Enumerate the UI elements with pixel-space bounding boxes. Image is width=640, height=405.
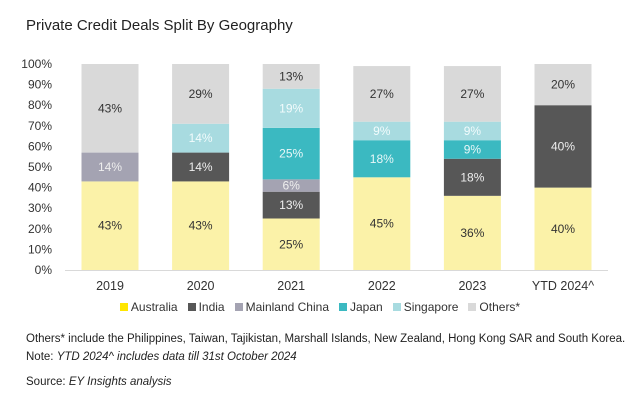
data-label: 14% (189, 160, 213, 174)
legend-label: India (198, 300, 225, 314)
legend-swatch (119, 303, 128, 311)
bar-segment (534, 64, 592, 106)
y-tick-label: 10% (28, 242, 52, 256)
x-tick-label: 2019 (96, 279, 124, 293)
legend-item: Singapore (392, 300, 459, 314)
data-label: 29% (189, 87, 213, 101)
data-label: 43% (189, 219, 213, 233)
legend-item: Others* (468, 300, 520, 314)
legend-label: Others* (479, 300, 521, 314)
y-tick-label: 70% (28, 119, 52, 133)
data-label: 6% (283, 179, 301, 193)
bar-segment (172, 181, 230, 270)
data-label: 14% (189, 131, 213, 145)
y-tick-label: 90% (28, 78, 52, 92)
y-tick-label: 100% (21, 57, 52, 71)
x-tick-label: 2022 (368, 279, 396, 293)
note-body: YTD 2024^ includes data till 31st Octobe… (56, 351, 297, 363)
data-label: 18% (370, 152, 394, 166)
legend-swatch (339, 303, 347, 311)
bar-segment (81, 181, 139, 270)
legend-item: Australia (119, 300, 178, 314)
data-label: 25% (279, 237, 303, 251)
bar-segment (534, 187, 592, 270)
y-tick-label: 30% (28, 201, 52, 215)
y-tick-label: 40% (28, 181, 52, 195)
data-label: 27% (370, 87, 394, 101)
plot-area: 0% 10% 20% 30% 40% 50% 60% 70% 80% 90% 100% 43% 14% 4… (21, 57, 608, 293)
data-label: 13% (279, 69, 303, 83)
data-label: 36% (460, 226, 484, 240)
legend-swatch (468, 303, 477, 311)
legend-label: Singapore (403, 300, 459, 314)
bar-segment (534, 105, 592, 188)
legend-item: Japan (339, 300, 383, 314)
x-tick-label: 2020 (187, 279, 215, 293)
bar-segment (262, 179, 320, 192)
bar-segment (172, 123, 230, 153)
x-tick-label: 2021 (277, 279, 305, 293)
data-label: 9% (464, 142, 482, 156)
source-body: EY Insights analysis (68, 376, 172, 388)
data-label: 20% (551, 78, 575, 92)
data-label: 9% (373, 124, 391, 138)
y-tick-label: 20% (28, 222, 52, 236)
bar-segment (443, 195, 501, 270)
legend-label: Japan (350, 300, 383, 314)
data-label: 18% (460, 170, 484, 184)
bar-segment (262, 64, 320, 89)
source-prefix: Source: (26, 376, 69, 388)
bar-segment (262, 88, 320, 128)
legend-label: Mainland China (245, 300, 329, 314)
legend-label: Australia (130, 300, 178, 314)
bar-segment (172, 64, 230, 124)
bar-segment (353, 140, 411, 178)
bar-segment (353, 177, 411, 270)
data-label: 25% (279, 147, 303, 161)
bar-segment (353, 66, 411, 122)
bar-segment (81, 64, 139, 153)
bar-segment (81, 152, 139, 182)
bar-segment (443, 121, 501, 141)
data-label: 40% (551, 222, 575, 236)
data-label: 14% (98, 160, 122, 174)
x-tick-label: 2023 (458, 279, 486, 293)
data-label: 27% (460, 87, 484, 101)
chart-title: Private Credit Deals Split By Geography (26, 17, 293, 34)
data-label: 13% (279, 198, 303, 212)
data-label: 19% (279, 101, 303, 115)
data-label: 43% (98, 101, 122, 115)
y-tick-label: 50% (28, 160, 52, 174)
ytd-note: Note: YTD 2024^ includes data till 31st … (26, 351, 297, 363)
bar-segment (262, 127, 320, 180)
data-label: 45% (370, 217, 394, 231)
bar-segment (172, 152, 230, 182)
bar-segment (353, 121, 411, 141)
note-prefix: Note: (26, 351, 57, 363)
y-tick-label: 80% (28, 98, 52, 112)
bar-segment (443, 140, 501, 159)
y-tick-label: 0% (35, 263, 53, 277)
legend-swatch (234, 303, 243, 311)
bar-segment (262, 218, 320, 270)
y-tick-label: 60% (28, 139, 52, 153)
legend-item: India (187, 300, 225, 314)
data-label: 40% (551, 139, 575, 153)
legend: Australia India Mainland China Japan Singapo… (0, 300, 640, 314)
data-label: 43% (98, 219, 122, 233)
bar-segment (443, 66, 501, 122)
source-note: Source: EY Insights analysis (26, 376, 172, 388)
bar-segment (262, 191, 320, 219)
legend-swatch (187, 303, 196, 311)
data-label: 9% (464, 124, 482, 138)
others-footnote: Others* include the Philippines, Taiwan,… (26, 333, 626, 345)
bar-segment (443, 158, 501, 196)
x-tick-label: YTD 2024^ (532, 279, 594, 293)
legend-swatch (392, 303, 401, 311)
legend-item: Mainland China (234, 300, 329, 314)
